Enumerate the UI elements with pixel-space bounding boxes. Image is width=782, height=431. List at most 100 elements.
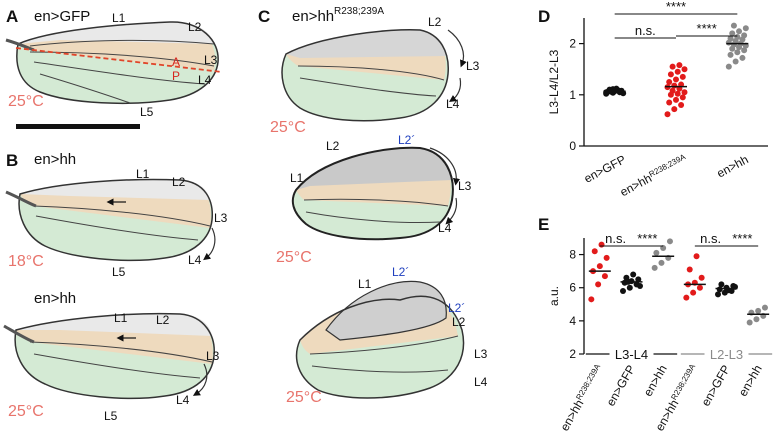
y-tick-label: 2 (569, 37, 576, 51)
panel-c-w3-temperature: 25°C (286, 389, 322, 406)
x-tick-label: en>GFP (582, 152, 628, 186)
x-tick-label: en>GFP (698, 363, 733, 409)
data-point (603, 254, 610, 261)
data-point (598, 241, 605, 248)
panel-c-w1-vein-2: L3 (466, 59, 480, 73)
y-axis-label: a.u. (547, 286, 561, 306)
panel-a-vein-5: L5 (140, 105, 154, 119)
data-point (673, 76, 679, 83)
data-point (727, 35, 734, 42)
panel-b-bottom-arrow (192, 363, 208, 396)
data-point (693, 253, 700, 260)
data-point (683, 294, 690, 301)
panel-b-top-vein-5: L5 (112, 265, 126, 279)
data-point (753, 316, 760, 323)
data-point (666, 79, 673, 85)
data-point (666, 238, 673, 245)
panel-a-vein-3: L3 (204, 53, 218, 67)
data-point (658, 259, 665, 266)
panel-c-w2-arrow-2 (445, 197, 458, 225)
panel-c-w2-vein-1: L1 (290, 171, 304, 185)
data-point (669, 87, 676, 94)
panel-c: C en>hh R238;239A L2 L3 L4 25°C L1 L2 L2… (258, 6, 488, 406)
y-tick-label: 2 (569, 347, 576, 361)
significance-label: **** (697, 21, 717, 36)
wing-a (5, 21, 223, 105)
panel-a-vein-4: L4 (198, 73, 212, 87)
significance-label: n.s. (635, 23, 656, 38)
data-point (601, 273, 608, 280)
panel-b-top-genotype: en>hh (34, 151, 76, 168)
data-point (681, 89, 688, 96)
panel-a-vein-2: L2 (188, 20, 202, 34)
panel-b: B en>hh L1 L2 L3 L4 L5 18°C en>hh (3, 151, 228, 423)
wing-b-bottom (3, 312, 215, 400)
panel-b-bottom-vein-5: L5 (104, 409, 118, 423)
data-point (746, 319, 753, 326)
data-point (630, 271, 637, 278)
panel-c-w2-vein-4: L3 (458, 179, 472, 193)
panel-b-top-temperature: 18°C (8, 253, 44, 270)
data-point (739, 54, 746, 61)
x-tick-label: en>hhR238;239A (557, 362, 606, 431)
data-point (715, 291, 721, 298)
data-point (686, 266, 693, 273)
data-point (596, 263, 603, 270)
y-tick-label: 0 (569, 139, 576, 153)
data-point (603, 89, 610, 96)
panel-b-top-vein-3: L3 (214, 211, 228, 225)
data-point (671, 106, 678, 113)
panel-c-w1-arrow-2 (449, 77, 462, 102)
panel-b-top-vein-4: L4 (188, 253, 202, 267)
data-point (635, 276, 642, 283)
data-point (741, 47, 748, 54)
posterior-label: P (172, 69, 180, 83)
y-tick-label: 1 (569, 88, 576, 102)
data-point (674, 90, 681, 97)
data-point (671, 82, 678, 89)
panel-b-top-arrow (203, 227, 216, 261)
data-point (732, 58, 739, 65)
x-tick-label: en>hhR238;239A (618, 152, 690, 199)
wing-c1 (281, 28, 449, 122)
data-point (755, 307, 762, 314)
significance-label: **** (666, 0, 686, 14)
wing-b-top (5, 178, 214, 262)
data-point (690, 289, 697, 296)
data-point (637, 283, 643, 290)
panel-b-bottom-genotype: en>hh (34, 290, 76, 307)
data-point (761, 304, 768, 311)
panel-c-w3-vein-6: L4 (474, 375, 488, 389)
data-point (729, 30, 736, 37)
panel-b-top-vein-1: L1 (136, 167, 150, 181)
significance-label: **** (637, 231, 657, 246)
wing-c2 (291, 146, 454, 241)
panel-c-w2-vein-2: L2 (326, 139, 340, 153)
panel-a-temperature: 25°C (8, 93, 44, 110)
panel-b-bottom-vein-4: L4 (176, 393, 190, 407)
data-point (742, 25, 749, 32)
panel-a-letter: A (6, 7, 18, 26)
panel-b-bottom-vein-3: L3 (206, 349, 220, 363)
data-point (730, 22, 737, 29)
panel-c-w1-temperature: 25°C (270, 119, 306, 136)
panel-d-letter: D (538, 7, 550, 26)
x-tick-label: en>hh (714, 152, 750, 180)
data-point (669, 63, 676, 70)
panel-c-w3-vein-4: L2 (452, 315, 466, 329)
data-point (698, 274, 705, 281)
data-point (676, 62, 683, 69)
panel-e-letter: E (538, 215, 549, 234)
anterior-label: A (172, 55, 180, 69)
data-point (666, 99, 673, 106)
panel-b-bottom-vein-1: L1 (114, 311, 128, 325)
data-point (727, 51, 734, 58)
data-point (725, 63, 732, 70)
data-point (741, 32, 748, 39)
panel-c-genotype-base: en>hh (292, 8, 334, 25)
data-point (734, 49, 741, 56)
panel-c-w2-temperature: 25°C (276, 249, 312, 266)
data-point (667, 71, 674, 78)
